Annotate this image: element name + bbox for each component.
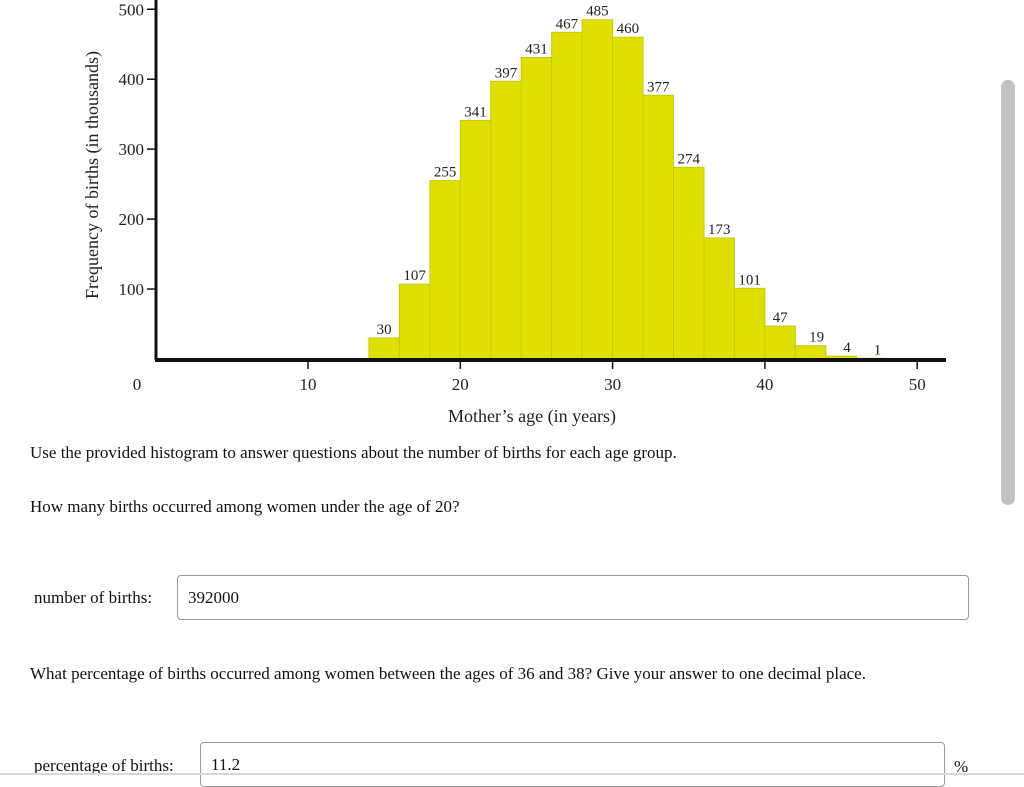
histogram-bar — [764, 325, 796, 360]
bar-value-label: 107 — [403, 268, 426, 284]
y-axis-title: Frequency of births (in thousands) — [82, 51, 103, 299]
bar-value-label: 1 — [874, 342, 882, 358]
histogram-bar — [703, 237, 735, 360]
histogram-bar — [429, 180, 461, 360]
bar-value-label: 274 — [678, 151, 701, 167]
percentage-of-births-input[interactable] — [211, 743, 938, 786]
histogram-bar — [551, 31, 583, 360]
x-tick-label: 10 — [300, 375, 317, 394]
instructions-text: Use the provided histogram to answer que… — [30, 443, 677, 462]
y-tick-label: 200 — [119, 210, 145, 229]
bar-value-label: 377 — [647, 79, 670, 95]
bar-value-label: 485 — [586, 4, 609, 20]
percentage-of-births-label: percentage of births: — [34, 756, 174, 775]
question-2-text: What percentage of births occurred among… — [30, 664, 866, 683]
histogram-bar — [368, 337, 400, 360]
percentage-of-births-field[interactable] — [200, 742, 945, 787]
bar-value-label: 19 — [809, 330, 824, 346]
y-zero-label: 0 — [133, 375, 142, 394]
x-tick-label: 20 — [452, 375, 469, 394]
y-tick-label: 400 — [119, 70, 145, 89]
question-1-text: How many births occurred among women und… — [30, 497, 460, 516]
x-tick-label: 50 — [909, 375, 926, 394]
bar-value-label: 4 — [843, 340, 851, 356]
histogram-bar — [642, 94, 675, 360]
histogram-bar — [673, 166, 705, 360]
histogram-bar — [490, 80, 522, 360]
vertical-scrollbar[interactable] — [1001, 80, 1015, 505]
histogram-bar — [520, 57, 553, 360]
number-of-births-label: number of births: — [34, 588, 153, 607]
bar-value-label: 460 — [617, 21, 640, 37]
y-tick-label: 500 — [119, 0, 145, 19]
bar-value-label: 397 — [495, 65, 518, 81]
histogram-bar — [398, 283, 431, 360]
bar-value-label: 255 — [434, 165, 457, 181]
bar-value-label: 431 — [525, 42, 548, 58]
bar-value-label: 341 — [464, 104, 487, 120]
x-tick-label: 30 — [604, 375, 621, 394]
number-of-births-input[interactable] — [188, 576, 962, 619]
number-of-births-field[interactable] — [177, 575, 969, 620]
histogram-bar — [733, 287, 766, 360]
histogram-bar — [459, 119, 492, 360]
histogram-bar — [612, 36, 644, 360]
bottom-divider — [0, 773, 1024, 775]
bar-value-label: 173 — [708, 222, 731, 238]
y-tick-label: 300 — [119, 140, 145, 159]
bar-value-label: 47 — [773, 310, 789, 326]
bar-value-label: 467 — [556, 16, 579, 32]
births-histogram: 3010725534139743146748546037727417310147… — [82, 0, 946, 427]
bar-value-label: 101 — [738, 272, 761, 288]
histogram-bar — [581, 19, 614, 360]
bar-value-label: 30 — [377, 322, 392, 338]
y-tick-label: 100 — [119, 280, 145, 299]
histogram-bar — [794, 345, 827, 360]
x-tick-label: 40 — [756, 375, 773, 394]
x-axis-title: Mother’s age (in years) — [448, 406, 616, 427]
percent-unit: % — [954, 757, 969, 776]
